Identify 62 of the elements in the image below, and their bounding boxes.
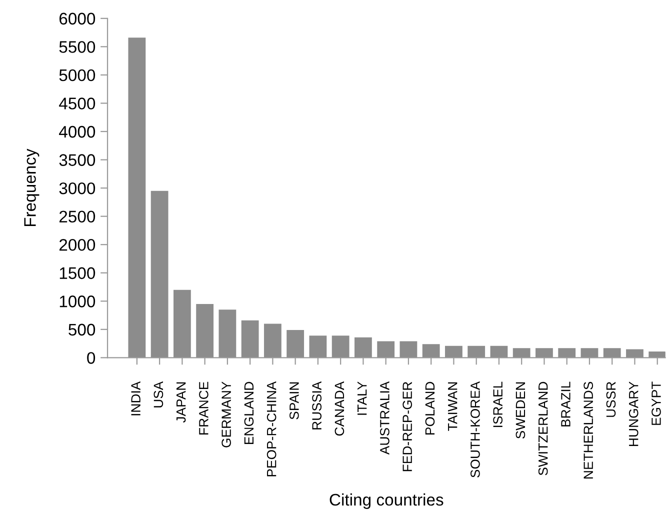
bar [445, 346, 462, 358]
bar [241, 320, 259, 358]
x-tick-label: POLAND [425, 382, 435, 434]
y-tick-label: 0 [87, 352, 96, 364]
y-axis-title: Frequency [24, 148, 40, 226]
x-axis-title: Citing countries [330, 493, 444, 509]
x-tick-label: USA [154, 381, 164, 408]
x-tick-label: GERMANY [222, 382, 231, 448]
bar [286, 330, 304, 358]
x-tick-label: SOUTH-KOREA [470, 381, 480, 478]
bar [264, 324, 282, 358]
bar [603, 348, 621, 358]
y-tick-label: 5000 [59, 69, 96, 82]
bar [536, 348, 553, 358]
bar [173, 290, 191, 358]
x-tick-label: SWEDEN [516, 382, 526, 439]
bar [196, 304, 214, 358]
y-tick-label: 2000 [59, 238, 96, 251]
bar [490, 346, 508, 358]
bar [626, 349, 644, 358]
y-tick-label: 500 [68, 324, 96, 336]
bar [422, 344, 440, 358]
x-tick-label: CANADA [334, 381, 344, 436]
bar [580, 348, 598, 358]
x-tick-label: EGYPT [652, 382, 661, 425]
x-tick-label: HUNGARY [628, 382, 638, 446]
y-tick-label: 1000 [60, 296, 96, 308]
x-tick-label: ENGLAND [244, 382, 254, 444]
bar [218, 310, 236, 358]
x-tick-label: SPAIN [290, 382, 299, 420]
x-tick-label: BRAZIL [561, 382, 570, 426]
bar [128, 38, 146, 358]
bar [468, 346, 486, 358]
y-tick-label: 1500 [60, 267, 96, 280]
y-tick-label: 4500 [59, 98, 96, 110]
x-tick-label: TAIWAN [448, 382, 458, 431]
x-tick-label: FRANCE [199, 382, 208, 434]
bar [150, 190, 168, 358]
x-tick-label: PEOP-R-CHINA [266, 381, 276, 476]
x-tick-label: SWITZERLAND [538, 382, 548, 476]
x-tick-label: USSR [606, 382, 616, 417]
y-tick-label: 2500 [59, 210, 96, 223]
x-tick-label: ITALY [358, 382, 367, 415]
bar [332, 336, 350, 358]
bar [354, 337, 372, 358]
bar [512, 348, 530, 358]
x-tick-label: JAPAN [176, 382, 186, 423]
x-tick-label: ISRAEL [493, 382, 503, 428]
x-tick-label: RUSSIA [312, 381, 322, 430]
bar [558, 348, 576, 358]
bar [309, 336, 327, 358]
bar [377, 341, 395, 358]
y-tick-label: 3000 [59, 182, 96, 194]
y-tick-label: 4000 [59, 126, 96, 138]
x-tick-label: INDIA [131, 381, 140, 416]
x-tick-label: NETHERLANDS [584, 382, 594, 478]
bar [400, 341, 418, 358]
y-tick-label: 5500 [59, 41, 96, 53]
x-tick-label: AUSTRALIA [380, 381, 390, 455]
y-tick-label: 3500 [59, 154, 96, 166]
y-tick-label: 6000 [59, 12, 96, 25]
x-tick-label: FED-REP-GER [402, 382, 412, 472]
